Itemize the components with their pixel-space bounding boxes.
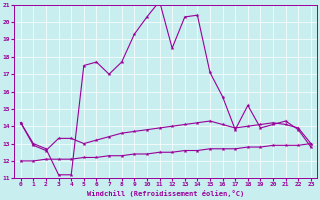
X-axis label: Windchill (Refroidissement éolien,°C): Windchill (Refroidissement éolien,°C) (87, 190, 244, 197)
